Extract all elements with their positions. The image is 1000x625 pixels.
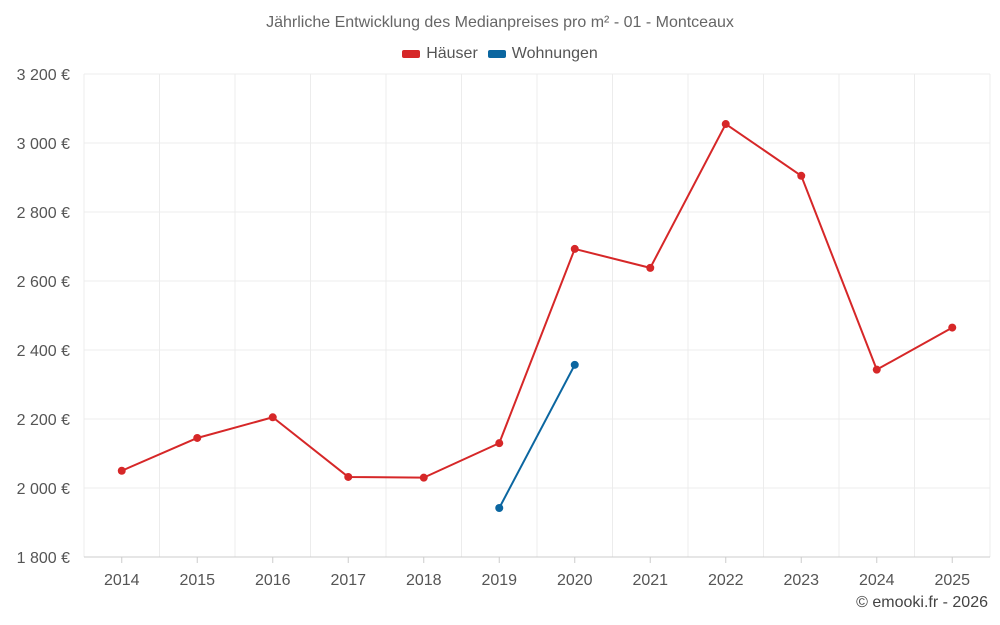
x-tick-label: 2017 bbox=[330, 572, 366, 589]
y-tick-label: 2 800 € bbox=[17, 205, 70, 222]
legend-item-wohnungen[interactable]: Wohnungen bbox=[487, 45, 598, 63]
x-tick-label: 2020 bbox=[557, 572, 593, 589]
data-point-haeuser bbox=[570, 244, 579, 253]
x-tick-label: 2021 bbox=[632, 572, 668, 589]
x-tick-label: 2014 bbox=[104, 572, 140, 589]
data-point-haeuser bbox=[872, 365, 881, 374]
legend-label-wohnungen: Wohnungen bbox=[511, 45, 598, 62]
data-point-haeuser bbox=[948, 323, 957, 332]
data-point-haeuser bbox=[495, 439, 504, 448]
data-point-wohnungen bbox=[570, 360, 579, 369]
series-line-haeuser bbox=[121, 123, 953, 479]
y-tick-label: 2 000 € bbox=[17, 481, 70, 498]
x-tick-label: 2024 bbox=[859, 572, 895, 589]
data-point-haeuser bbox=[344, 472, 353, 481]
x-tick-label: 2022 bbox=[708, 572, 744, 589]
x-tick-label: 2015 bbox=[179, 572, 215, 589]
y-tick-label: 3 000 € bbox=[17, 136, 70, 153]
y-tick-label: 3 200 € bbox=[17, 67, 70, 84]
chart-title: Jährliche Entwicklung des Medianpreises … bbox=[266, 14, 734, 31]
x-tick-label: 2019 bbox=[481, 572, 517, 589]
data-point-haeuser bbox=[117, 466, 126, 475]
data-point-haeuser bbox=[721, 120, 730, 129]
x-tick-label: 2023 bbox=[783, 572, 819, 589]
legend-swatch-haeuser bbox=[402, 50, 421, 58]
data-point-haeuser bbox=[268, 413, 277, 422]
y-tick-label: 2 400 € bbox=[17, 343, 70, 360]
data-point-haeuser bbox=[419, 473, 428, 482]
legend-swatch-wohnungen bbox=[487, 50, 506, 58]
x-tick-label: 2025 bbox=[934, 572, 970, 589]
x-tick-label: 2016 bbox=[255, 572, 291, 589]
legend-item-haeuser[interactable]: Häuser bbox=[402, 45, 478, 63]
legend-label-haeuser: Häuser bbox=[426, 45, 478, 62]
x-tick-label: 2018 bbox=[406, 572, 442, 589]
data-point-haeuser bbox=[646, 263, 655, 272]
series-line-wohnungen bbox=[498, 364, 576, 509]
credit-text: © emooki.fr - 2026 bbox=[856, 594, 988, 611]
y-tick-label: 2 600 € bbox=[17, 274, 70, 291]
y-tick-label: 1 800 € bbox=[17, 550, 70, 567]
legend: Häuser Wohnungen bbox=[0, 45, 1000, 63]
data-point-haeuser bbox=[193, 433, 202, 442]
data-point-haeuser bbox=[797, 171, 806, 180]
data-point-wohnungen bbox=[495, 504, 504, 513]
y-tick-label: 2 200 € bbox=[17, 412, 70, 429]
